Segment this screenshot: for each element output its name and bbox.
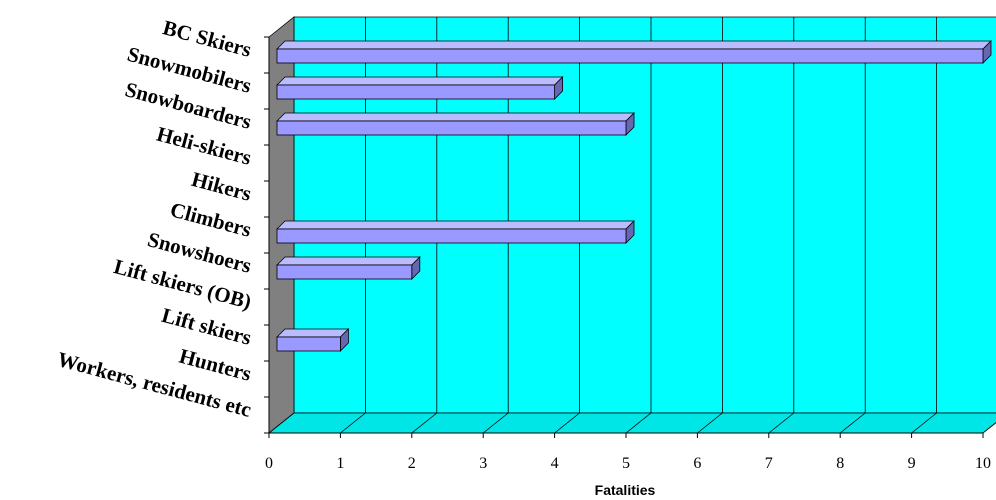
floor-gridline: [697, 412, 723, 434]
x-tick-label: 5: [622, 455, 630, 472]
bar-front: [276, 336, 341, 352]
floor-gridline: [554, 412, 580, 434]
floor-gridline: [768, 412, 795, 434]
floor: [267, 412, 996, 434]
axes: [264, 36, 984, 438]
category-label: Hikers: [189, 167, 254, 206]
bar-top: [276, 76, 564, 86]
floor-gridline: [625, 412, 652, 434]
floor-gridline: [482, 412, 509, 434]
bar: [276, 256, 421, 280]
bar-top: [276, 40, 992, 50]
x-tick-label: 2: [408, 455, 416, 472]
bar: [276, 40, 992, 64]
bar-front: [276, 264, 413, 280]
bar-front: [276, 48, 984, 64]
floor-gridline: [911, 412, 937, 434]
x-tick-label: 7: [765, 455, 773, 472]
floor-gridline: [411, 412, 438, 434]
bar: [276, 112, 635, 136]
x-tick-label: 6: [693, 455, 701, 472]
bar-top: [276, 220, 635, 230]
floor-gridline: [839, 412, 866, 434]
bar-top: [276, 256, 421, 266]
x-tick-label: 10: [975, 455, 991, 472]
bar-top: [276, 328, 350, 338]
bar-front: [276, 120, 627, 136]
x-tick-label: 8: [836, 455, 844, 472]
x-tick-label: 3: [479, 455, 487, 472]
x-tick-labels: 0 1 2 3 4 5 6 7 8 9 10: [265, 455, 991, 472]
back-wall: [293, 16, 996, 414]
bar-front: [276, 228, 627, 244]
x-axis-title: Fatalities: [595, 482, 656, 498]
floor-gridline: [340, 412, 366, 434]
floor-gridline: [268, 412, 295, 434]
bar-top: [276, 112, 635, 122]
category-label: Hunters: [177, 344, 254, 386]
bar-front: [276, 84, 556, 100]
x-tick-label: 1: [336, 455, 344, 472]
bar: [276, 328, 350, 352]
bar: [276, 76, 564, 100]
bars: [276, 40, 992, 352]
x-tick-label: 0: [265, 455, 273, 472]
category-labels: BC SkiersSnowmobilersSnowboardersHeli-sk…: [55, 15, 254, 422]
bar: [276, 220, 635, 244]
x-tick-label: 4: [551, 455, 559, 472]
x-tick-label: 9: [908, 455, 916, 472]
